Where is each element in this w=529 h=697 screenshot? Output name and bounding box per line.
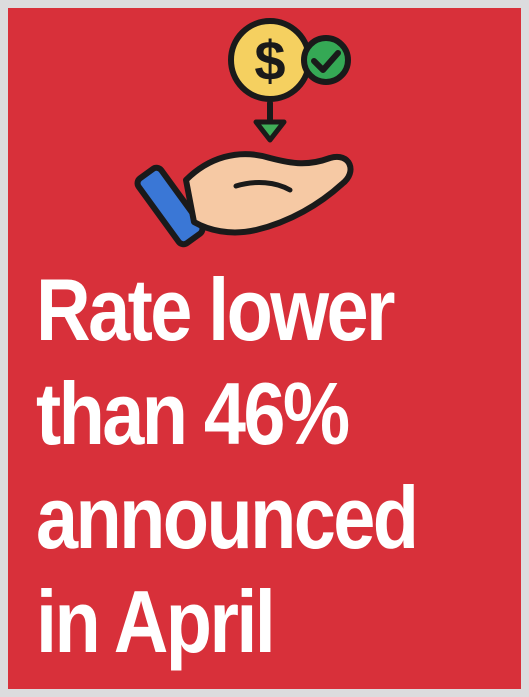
headline-line-4: in April: [36, 572, 276, 671]
headline-line-2: than 46%: [36, 364, 350, 463]
svg-text:$: $: [254, 29, 285, 92]
open-hand-icon: [134, 151, 354, 248]
down-arrow-icon: [253, 100, 287, 143]
money-received-illustration: $: [134, 18, 354, 248]
dollar-coin-icon: $: [228, 18, 312, 102]
news-graphic-card: $ Rate lower than 46% announced in April: [8, 8, 521, 689]
headline-line-1: Rate lower: [36, 260, 396, 359]
headline-line-3: announced: [36, 468, 419, 567]
checkmark-badge-icon: [301, 35, 351, 85]
headline: Rate lower than 46% announced in April: [36, 258, 449, 674]
